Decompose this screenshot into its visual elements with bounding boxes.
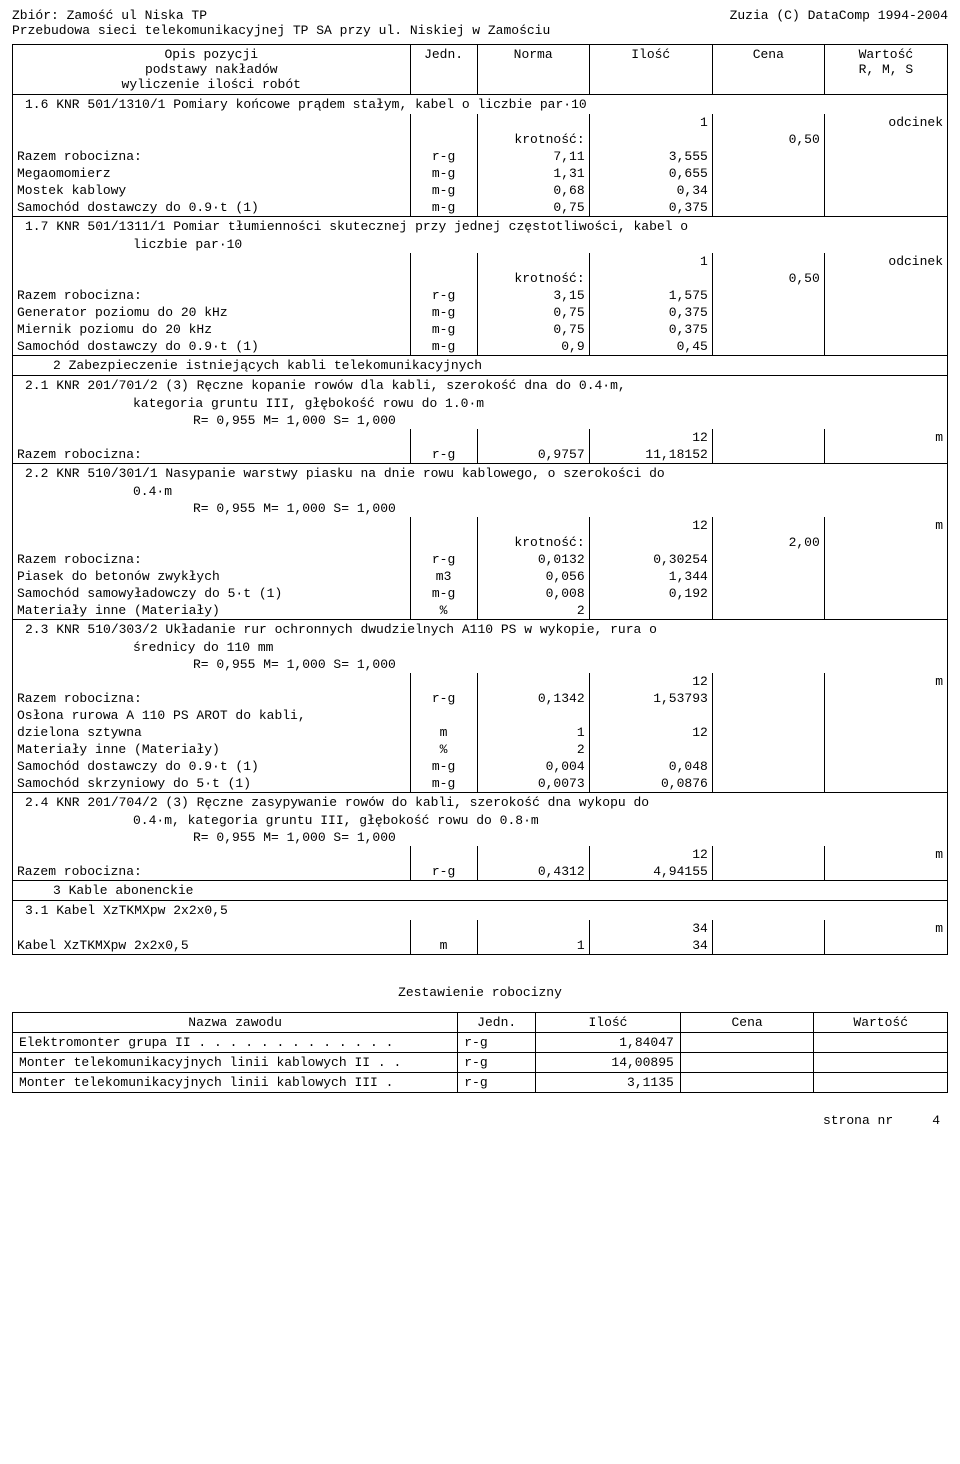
col-jedn: Jedn.	[410, 45, 477, 95]
group-2-title: 2 Zabezpieczenie istniejących kabli tele…	[13, 356, 948, 376]
section-1-6-title: 1.6 KNR 501/1310/1 Pomiary końcowe prąde…	[13, 95, 948, 115]
s16-r1-n: Razem robocizna:	[13, 148, 411, 165]
header-line-2: Przebudowa sieci telekomunikacyjnej TP S…	[12, 23, 948, 38]
s22-title: 2.2 KNR 510/301/1 Nasypanie warstwy pias…	[13, 464, 948, 484]
col-norma: Norma	[477, 45, 589, 95]
s16-r3-n: Mostek kablowy	[13, 182, 411, 199]
col-opis: Opis pozycji	[164, 47, 258, 62]
main-table: Opis pozycji podstawy nakładów wyliczeni…	[12, 44, 948, 955]
column-headers: Opis pozycji podstawy nakładów wyliczeni…	[13, 45, 948, 95]
s16-qty: 1	[589, 114, 712, 131]
s16-unit: odcinek	[824, 114, 947, 131]
summary-row: Elektromonter grupa II . . . . . . . . .…	[13, 1033, 948, 1053]
group-3-title: 3 Kable abonenckie	[13, 881, 948, 901]
s31-title: 3.1 Kabel XzTKMXpw 2x2x0,5	[13, 901, 948, 921]
summary-row: Monter telekomunikacyjnych linii kablowy…	[13, 1073, 948, 1093]
col-wartosc: Wartość	[859, 47, 914, 62]
s16-krot: 0,50	[712, 131, 824, 148]
header-line-1: Zbiór: Zamość ul Niska TP Zuzia (C) Data…	[12, 8, 948, 23]
col-wyliczenie: wyliczenie ilości robót	[122, 77, 301, 92]
s17-title2: liczbie par·10	[13, 236, 948, 253]
col-cena: Cena	[712, 45, 824, 95]
col-ilosc: Ilość	[589, 45, 712, 95]
s21-title: 2.1 KNR 201/701/2 (3) Ręczne kopanie row…	[13, 376, 948, 396]
col-podstawy: podstawy nakładów	[145, 62, 278, 77]
page-footer: strona nr 4	[12, 1113, 948, 1128]
col-rms: R, M, S	[859, 62, 914, 77]
summary-headers: Nazwa zawodu Jedn. Ilość Cena Wartość	[13, 1013, 948, 1033]
summary-table: Nazwa zawodu Jedn. Ilość Cena Wartość El…	[12, 1012, 948, 1093]
s24-title: 2.4 KNR 201/704/2 (3) Ręczne zasypywanie…	[13, 793, 948, 813]
s21-rms: R= 0,955 M= 1,000 S= 1,000	[13, 412, 948, 429]
s16-r2-n: Megaomomierz	[13, 165, 411, 182]
s16-krot-lbl: krotność:	[477, 131, 589, 148]
s16-r4-n: Samochód dostawczy do 0.9·t (1)	[13, 199, 411, 217]
header-set: Zbiór: Zamość ul Niska TP	[12, 8, 207, 23]
section-1-7-title: 1.7 KNR 501/1311/1 Pomiar tłumienności s…	[13, 217, 948, 237]
header-app: Zuzia (C) DataComp 1994-2004	[730, 8, 948, 23]
summary-row: Monter telekomunikacyjnych linii kablowy…	[13, 1053, 948, 1073]
summary-title: Zestawienie robocizny	[12, 985, 948, 1000]
s23-title: 2.3 KNR 510/303/2 Układanie rur ochronny…	[13, 620, 948, 640]
